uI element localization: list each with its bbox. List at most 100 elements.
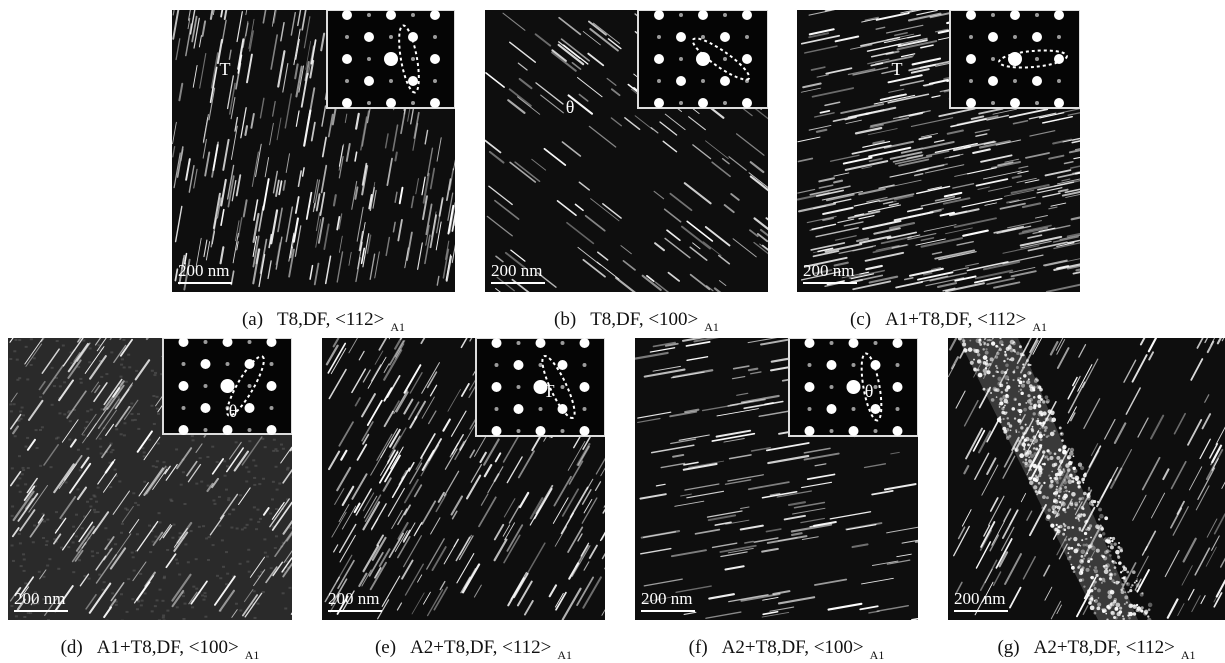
diffraction-spot [364,32,374,42]
grain [1107,590,1111,594]
grain [1020,377,1022,379]
noise [11,545,14,547]
diffraction-spot [830,429,834,433]
diffraction-spot [492,338,502,348]
grain [1063,494,1068,499]
noise [93,509,96,511]
noise [182,618,185,620]
grain [1067,456,1070,459]
grain [1001,402,1003,404]
grain [1126,582,1130,586]
noise [47,619,50,621]
noise [79,378,82,380]
grain [1071,492,1076,497]
grain [1114,566,1117,569]
grain [1050,432,1055,437]
noise [143,451,146,453]
grain [1062,445,1066,449]
caption-text: A2+T8,DF, <112> [410,637,551,658]
grain [1065,490,1068,493]
noise [166,549,169,551]
diffraction-spot [561,341,565,345]
noise [152,395,155,397]
grain [1028,406,1033,411]
grain [977,353,980,356]
grain [1119,607,1122,610]
grain [1077,482,1079,484]
noise [120,364,123,366]
precipitate [395,153,396,161]
grain [1060,471,1063,474]
scale-bar-label: 200 nm [803,261,854,280]
noise [18,377,21,379]
noise [278,483,281,485]
noise [216,461,219,463]
grain [1021,384,1025,388]
panel [797,3,1114,292]
diffraction-spot [745,35,749,39]
grain [1077,543,1080,546]
diffraction-spot [517,429,521,433]
noise [19,410,22,412]
grain [1064,524,1067,527]
noise [148,525,151,527]
grain [1096,549,1100,553]
noise [253,477,256,479]
noise [86,448,89,450]
diffraction-spot [583,407,587,411]
noise [10,410,13,412]
noise [53,385,56,387]
precipitate [749,369,757,370]
noise [161,600,164,602]
noise [82,340,85,342]
diffraction-spot [411,13,415,17]
diffraction-spot [364,76,374,86]
grain [973,348,976,351]
noise [25,346,28,348]
noise [212,544,215,546]
grain [1148,608,1151,611]
panel-label: (f) [689,637,708,658]
grain [1120,549,1123,552]
grain [1107,540,1109,542]
diffraction-spot [226,362,230,366]
diffraction-spot [742,54,752,64]
noise [23,558,26,560]
noise [79,469,82,471]
diffraction-spot [1054,10,1064,20]
noise [258,483,261,485]
scale-bar-label: 200 nm [328,589,379,608]
noise [157,442,160,444]
grain [1105,610,1107,612]
grain [1080,568,1084,572]
noise [152,465,155,467]
noise [273,439,276,441]
diffraction-spot [536,338,546,348]
grain [1001,411,1005,415]
noise [63,381,66,383]
diffraction-spot [1013,35,1017,39]
diffraction-spot [874,385,878,389]
noise [94,511,97,513]
grain [1028,459,1032,463]
diffraction-spot [723,101,727,105]
grain [1030,454,1034,458]
grain [970,361,974,365]
grain [1083,492,1087,496]
diffraction-spot [561,385,565,389]
noise [11,505,14,507]
grain [1042,400,1045,403]
grain [1064,529,1066,531]
grain [979,343,982,346]
grain [978,373,983,378]
phase-marker: T [544,381,555,401]
diffraction-spot [514,360,524,370]
caption-subscript: A1 [245,648,260,662]
grain [1049,417,1054,422]
noise [247,549,250,551]
noise [137,413,140,415]
diffraction-spot [342,10,352,20]
grain [1090,595,1093,598]
diffraction-spot [182,406,186,410]
noise [246,561,249,563]
